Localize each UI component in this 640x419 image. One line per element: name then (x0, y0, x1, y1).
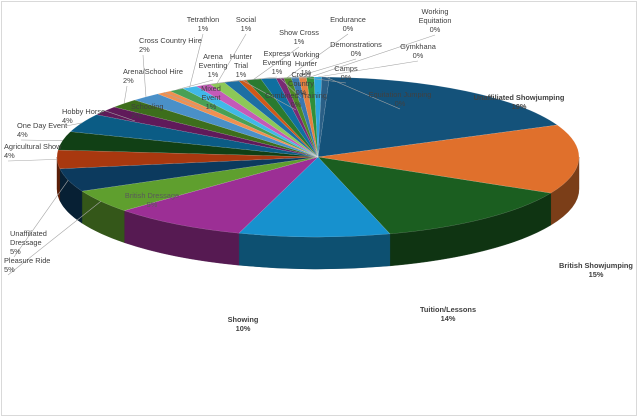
data-labels: Unaffiliated Showjumping 19% British Showj… (4, 7, 633, 333)
data-label-endurance: Endurance 0% (330, 15, 366, 33)
slice-demonstrations (290, 77, 319, 158)
data-label-combined-training: Combined Training 0% (265, 91, 327, 109)
data-label-showing: Showing 10% (228, 315, 259, 333)
slice-side-showing (238, 233, 391, 270)
data-label-gymkhana: Gymkhana 0% (400, 42, 437, 60)
data-label-show-cross: Show Cross 1% (279, 28, 319, 46)
slice-unaffiliated-dressage (59, 156, 319, 192)
slice-one-day-event (57, 131, 319, 158)
slice-british-dressage (123, 156, 319, 234)
slice-schooling (96, 106, 319, 158)
slice-british-showjumping (317, 124, 580, 194)
slice-hobby-horse (70, 114, 319, 158)
data-label-cross-country-hire: Cross Country Hire 2% (139, 36, 202, 54)
leader-line-working-equitation (310, 34, 436, 78)
leader-line-endurance (287, 33, 349, 78)
data-label-hunter-trial: Hunter Trial 1% (230, 52, 253, 79)
slice-tuition-lessons (317, 156, 552, 235)
data-label-one-day-event: One Day Event 4% (17, 121, 67, 139)
pie-top-faces (56, 76, 580, 238)
slice-agricultural-show (56, 149, 319, 169)
data-label-unaffiliated-dressage: Unaffiliated Dressage 5% (10, 229, 47, 256)
data-label-british-showjumping: British Showjumping 15% (559, 261, 633, 279)
data-label-cross-country: Cross Country 0% (288, 70, 314, 97)
leader-line-hunter-trial (203, 79, 242, 86)
data-label-schooling: Schooling 2% (131, 102, 163, 120)
leader-line-agricultural-show (7, 159, 58, 162)
leader-line-hobby-horse (65, 122, 82, 127)
leader-line-equitation-jumping (325, 76, 401, 110)
leader-line-pleasure-ride (7, 201, 101, 276)
leader-line-social (216, 33, 247, 84)
data-label-agricultural-show: Agricultural Show 4% (4, 142, 62, 160)
data-label-express-eventing: Express Eventing 1% (263, 49, 292, 76)
slice-unaffiliated-showjumping (317, 76, 558, 158)
leader-line-arena-eventing (176, 79, 214, 91)
slice-arena-school-hire (113, 99, 319, 158)
data-label-social: Social 1% (236, 15, 256, 33)
leader-line-schooling (104, 110, 136, 122)
data-label-equitation-jumping: Equitation Jumping 0% (369, 90, 432, 108)
data-label-hobby-horse: Hobby Horse 4% (62, 107, 105, 125)
slice-gymkhana (313, 76, 322, 158)
slice-cross-country-hire (134, 93, 319, 158)
leader-line-tetrathlon (189, 33, 204, 88)
slice-pleasure-ride (81, 156, 319, 211)
data-label-arena-eventing: Arena Eventing 1% (199, 52, 228, 79)
leader-line-show-cross (253, 46, 300, 80)
leader-line-unaffiliated-dressage (13, 180, 69, 258)
leader-lines (7, 33, 436, 276)
data-label-mixed-event: Mixed Event 1% (201, 84, 221, 111)
data-label-working-equitation: Working Equitation 0% (419, 7, 452, 34)
data-label-demonstrations: Demonstrations 0% (330, 40, 382, 58)
leader-line-cross-country (279, 77, 302, 99)
leader-line-combined-training (242, 80, 297, 111)
data-label-arena-school-hire: Arena/School Hire 2% (123, 67, 183, 85)
leader-line-demonstrations (294, 58, 357, 78)
leader-line-arena-school-hire (123, 85, 128, 104)
data-label-pleasure-ride: Pleasure Ride 5% (4, 256, 50, 274)
pie-side-walls (56, 156, 580, 270)
data-label-tuition-lessons: Tuition/Lessons 14% (420, 305, 476, 323)
data-label-british-dressage: British Dressage 9% (125, 191, 179, 209)
slice-showing (238, 156, 391, 238)
leader-line-cross-country-hire (142, 54, 147, 97)
leader-line-mixed-event (163, 92, 212, 113)
leader-line-camps (302, 76, 347, 84)
leader-line-one-day-event (20, 139, 63, 142)
leader-line-gymkhana (317, 60, 419, 78)
data-label-working-hunter: Working Hunter 1% (293, 50, 320, 77)
data-label-unaffiliated-showjumping: Unaffiliated Showjumping 19% (474, 93, 565, 111)
data-label-camps: Camps 0% (334, 64, 358, 82)
data-label-tetrathlon: Tetrathlon 1% (187, 15, 219, 33)
